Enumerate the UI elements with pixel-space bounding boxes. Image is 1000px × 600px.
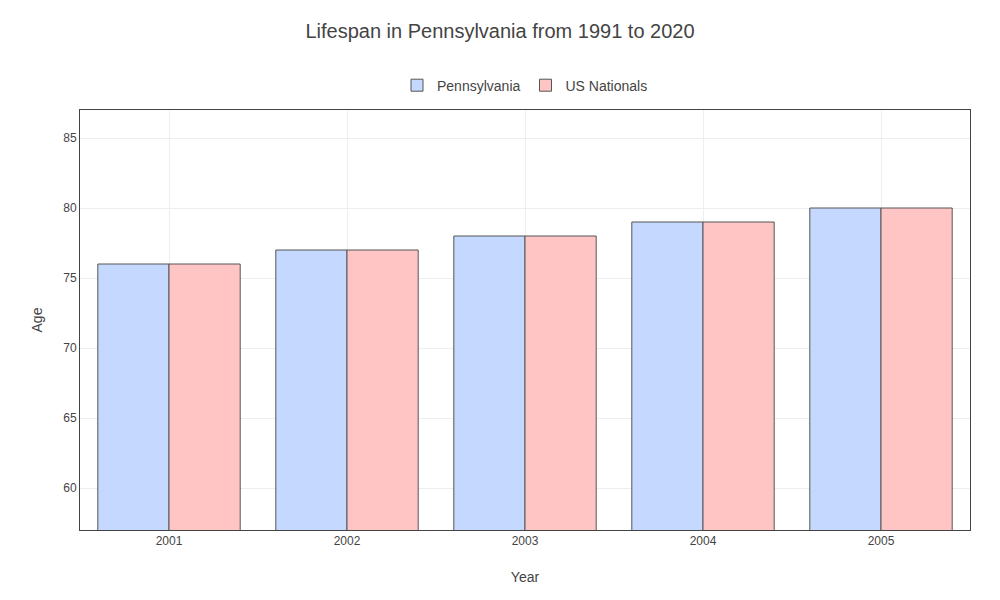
svg-text:Pennsylvania: Pennsylvania: [437, 78, 520, 94]
svg-text:US Nationals: US Nationals: [565, 78, 647, 94]
svg-text:80: 80: [63, 201, 77, 215]
svg-text:70: 70: [63, 341, 77, 355]
svg-text:2005: 2005: [868, 534, 895, 548]
svg-text:65: 65: [63, 411, 77, 425]
svg-text:Year: Year: [511, 569, 540, 585]
svg-text:75: 75: [63, 271, 77, 285]
svg-text:2003: 2003: [512, 534, 539, 548]
svg-text:2004: 2004: [690, 534, 717, 548]
svg-text:2001: 2001: [156, 534, 183, 548]
svg-text:Lifespan in Pennsylvania from: Lifespan in Pennsylvania from 1991 to 20…: [305, 20, 694, 42]
svg-text:Age: Age: [29, 307, 45, 332]
svg-text:2002: 2002: [334, 534, 361, 548]
svg-text:60: 60: [63, 481, 77, 495]
svg-text:85: 85: [63, 131, 77, 145]
